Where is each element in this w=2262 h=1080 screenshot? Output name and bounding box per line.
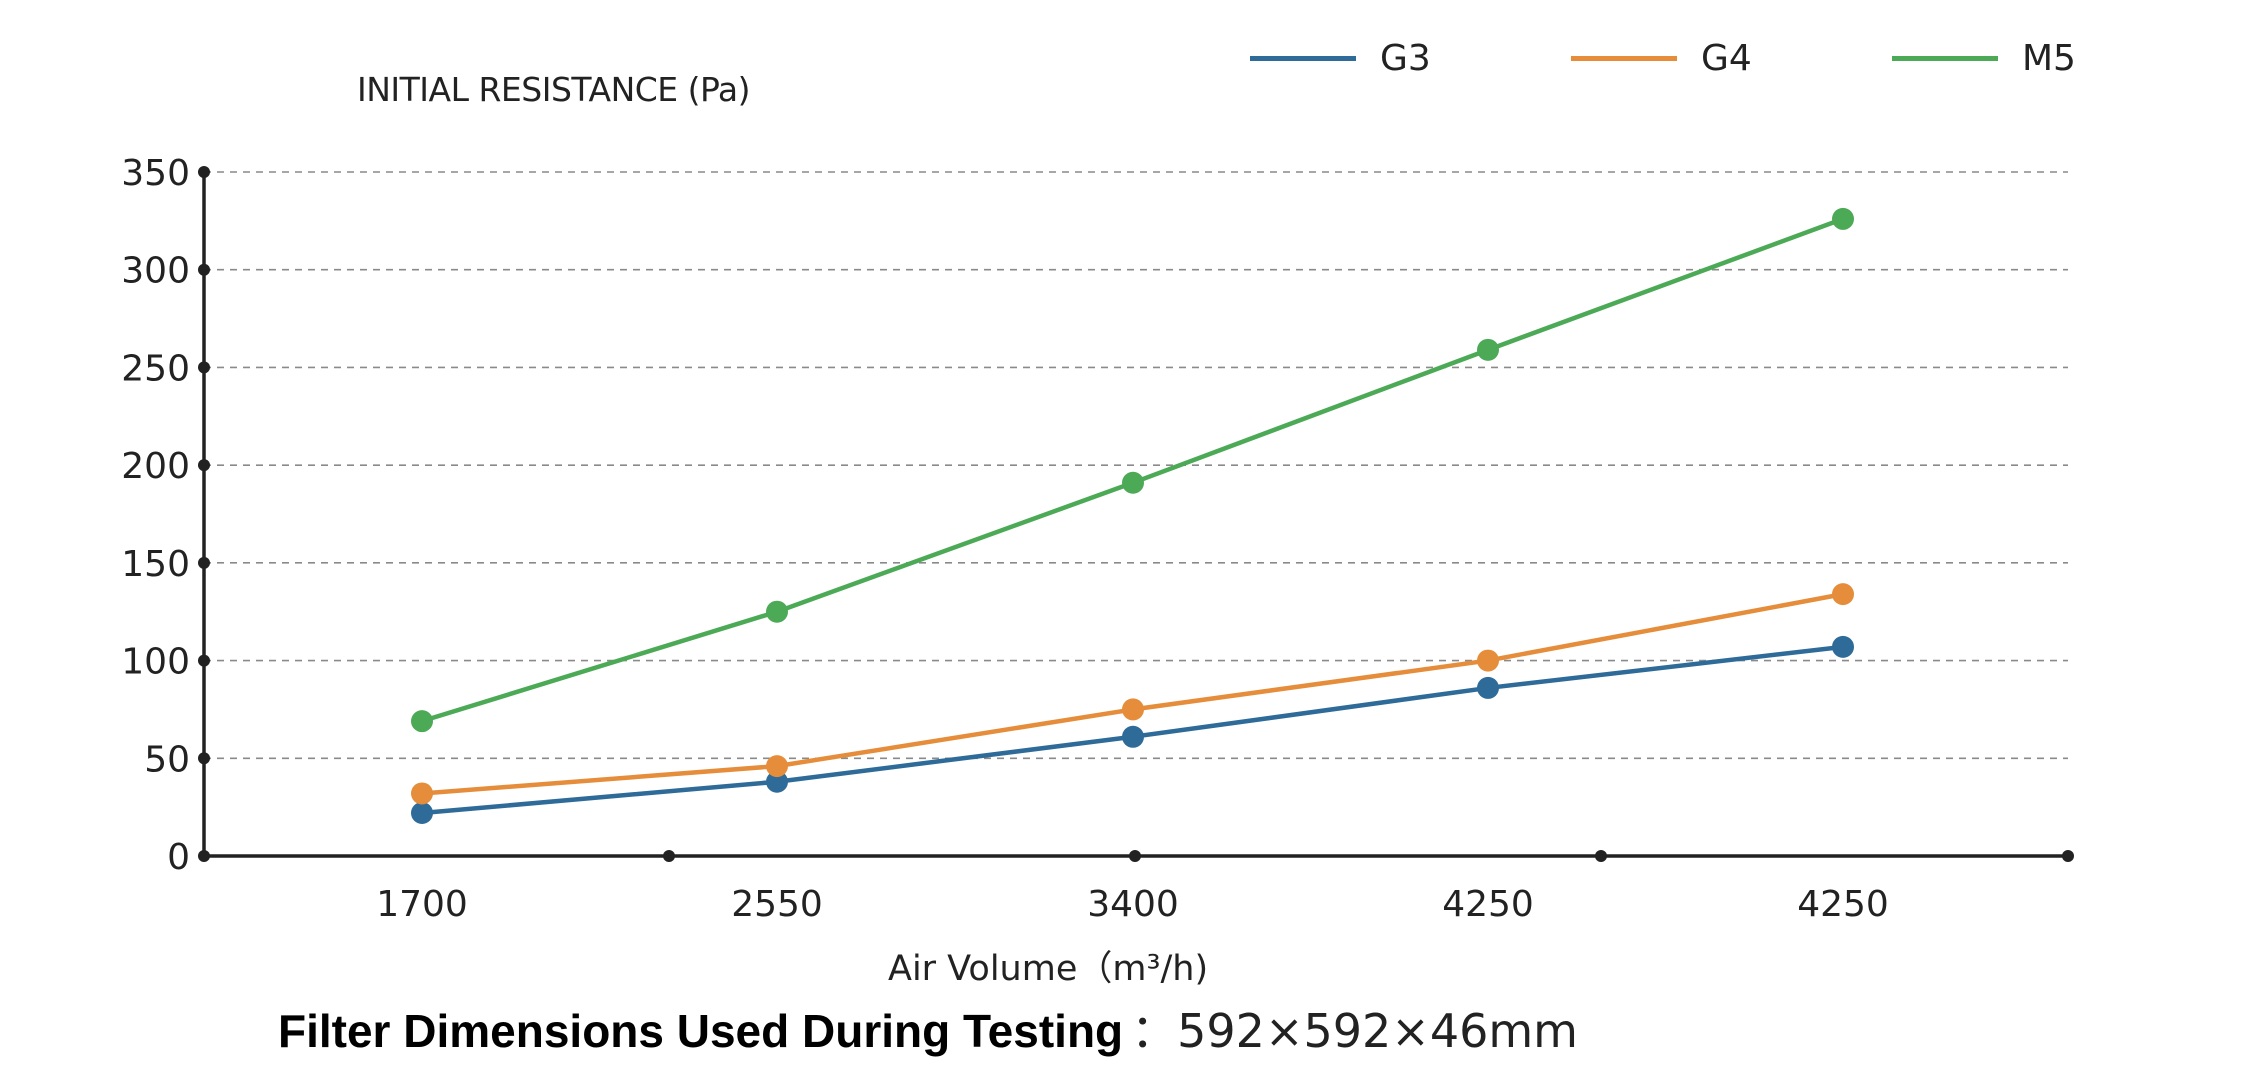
x-tick-mark (2062, 850, 2074, 862)
x-tick-mark (1595, 850, 1607, 862)
x-tick-label: 2550 (731, 884, 823, 925)
legend-label-g4: G4 (1701, 38, 1752, 79)
x-tick-mark (1129, 850, 1141, 862)
y-tick-label: 250 (121, 348, 190, 389)
series-line-g4 (421, 591, 1844, 796)
x-axis-title: Air Volume（m³/h) (888, 949, 1209, 989)
y-tick-labels: 0 50 100 150 200 250 300 350 (121, 153, 190, 878)
y-axis-title: INITIAL RESISTANCE (Pa) (357, 70, 751, 109)
x-tick-label: 3400 (1087, 884, 1179, 925)
test-dimensions-value: ：592×592×46mm (1131, 1004, 1578, 1058)
data-point-m5 (1477, 338, 1499, 361)
y-tick-label: 300 (121, 251, 190, 292)
data-point-g4 (1122, 698, 1144, 721)
data-point-g3 (1832, 635, 1854, 658)
data-point-m5 (766, 600, 788, 623)
legend-swatch-g4 (1571, 56, 1677, 61)
data-point-g4 (1477, 649, 1499, 672)
data-point-g4 (411, 782, 433, 805)
y-tick-label: 150 (121, 544, 190, 585)
legend-label-g3: G3 (1380, 38, 1431, 79)
y-tick-label: 0 (167, 837, 190, 878)
axes (198, 166, 2074, 862)
x-tick-label: 4250 (1442, 884, 1534, 925)
y-tick-label: 100 (121, 642, 190, 683)
y-tick-label: 50 (144, 739, 190, 780)
legend-item-g3[interactable]: G3 (1250, 38, 1431, 79)
x-tick-label: 4250 (1797, 884, 1889, 925)
x-tick-mark (663, 850, 675, 862)
data-point-g4 (766, 755, 788, 778)
data-point-g4 (1832, 583, 1854, 606)
data-point-g3 (1122, 725, 1144, 748)
data-point-m5 (411, 710, 433, 733)
grid-lines (204, 171, 2068, 760)
data-point-m5 (1832, 207, 1854, 230)
series-layer (411, 207, 1854, 825)
legend-swatch-m5 (1892, 56, 1998, 61)
series-line-m5 (421, 216, 1844, 724)
data-point-g3 (766, 770, 788, 793)
test-dimensions-label: Filter Dimensions Used During Testing (278, 1005, 1124, 1057)
legend-swatch-g3 (1250, 56, 1356, 61)
data-point-g3 (1477, 676, 1499, 699)
legend-item-g4[interactable]: G4 (1571, 38, 1752, 79)
legend-item-m5[interactable]: M5 (1892, 38, 2076, 79)
data-point-m5 (1122, 471, 1144, 494)
legend-label-m5: M5 (2022, 38, 2076, 79)
data-point-g3 (411, 802, 433, 825)
test-dimensions-note: Filter Dimensions Used During Testing ：59… (278, 995, 1578, 1061)
x-tick-label: 1700 (376, 884, 468, 925)
x-tick-labels: 1700 2550 3400 4250 4250 (376, 884, 1889, 925)
y-tick-label: 350 (121, 153, 190, 194)
y-tick-label: 200 (121, 446, 190, 487)
